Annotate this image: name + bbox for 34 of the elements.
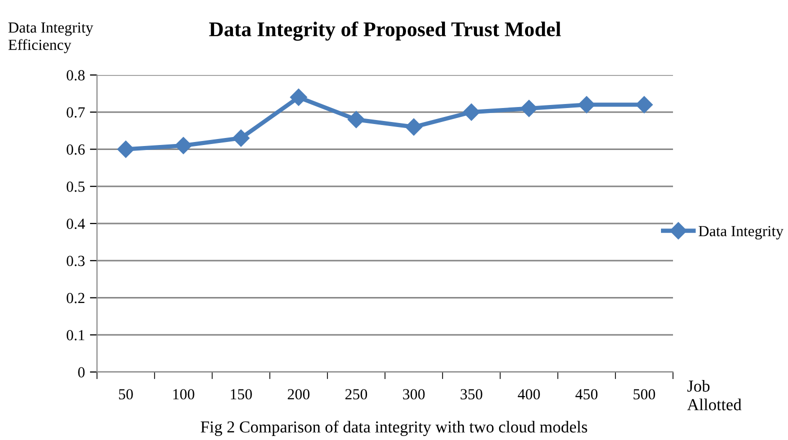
point (405, 118, 422, 136)
point (174, 136, 192, 154)
x-tick-label: 250 (345, 389, 368, 400)
y-tick-label: 0.6 (66, 144, 85, 155)
point (232, 130, 250, 147)
point (578, 96, 596, 114)
point (117, 140, 134, 158)
point (520, 100, 538, 117)
point (290, 88, 308, 106)
legend-label: Data Integrity (698, 226, 784, 240)
x-tick-label: 450 (575, 389, 598, 400)
y-tick-label: 0.7 (66, 107, 85, 118)
x-tick-label: 50 (119, 389, 133, 400)
x-tick-label: 200 (288, 389, 310, 400)
y-tick-label: 0.8 (66, 70, 85, 81)
y-tick-label: 0 (78, 367, 85, 378)
y-tick-label: 0.5 (66, 182, 85, 192)
x-tick-label: 100 (173, 389, 194, 400)
point (636, 96, 653, 114)
x-tick-label: 500 (634, 389, 656, 400)
point (348, 111, 365, 128)
x-tick-label: 350 (460, 389, 482, 400)
x-axis-title: Job Allotted (687, 380, 742, 410)
y-tick-label: 0.3 (66, 256, 85, 266)
y-tick-label: 0.2 (66, 292, 84, 304)
point (462, 104, 480, 121)
chart-title: Data Integrity of Proposed Trust Model (209, 21, 561, 41)
x-tick-label: 400 (518, 389, 540, 400)
x-tick-label: 150 (230, 389, 252, 400)
y-tick-label: 0.4 (66, 218, 85, 230)
caption: Fig 2 Comparison of data integrity with two cloud models (200, 420, 588, 436)
x-tick-label: 300 (403, 389, 425, 400)
y-axis-title: Data Integrity Efficiency (8, 22, 94, 54)
y-tick-label: 0.1 (66, 330, 84, 340)
